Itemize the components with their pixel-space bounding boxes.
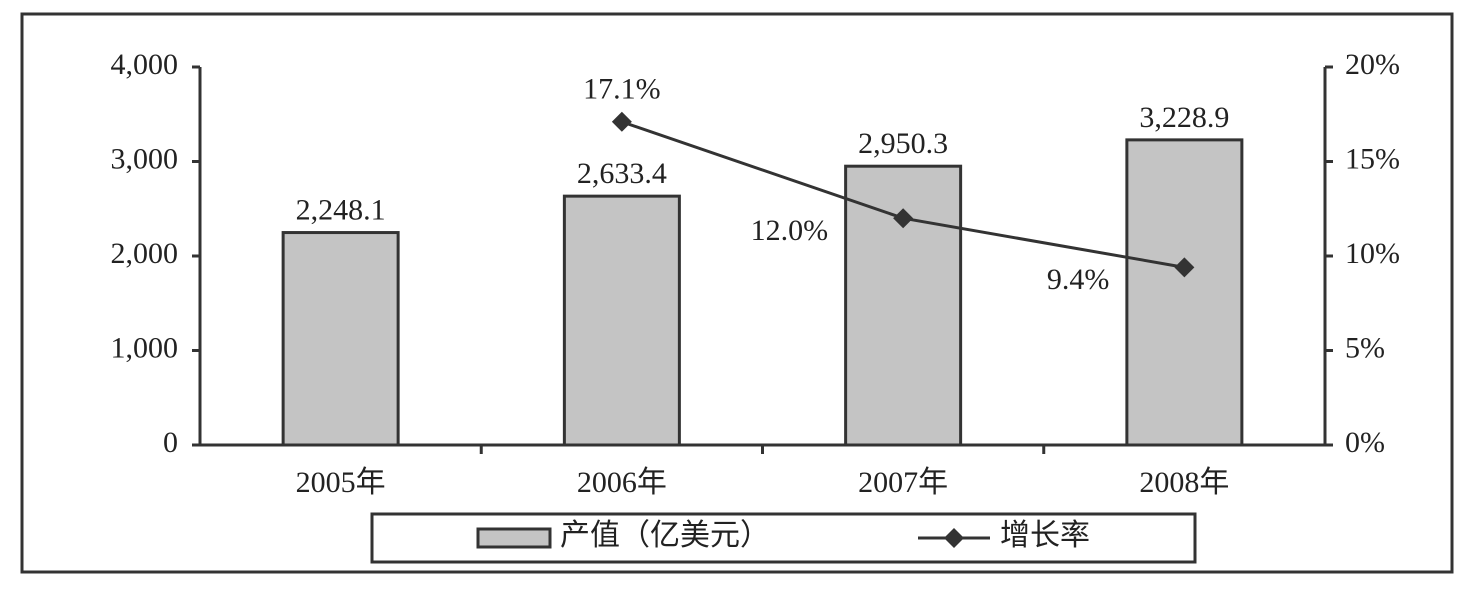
y-tick-label: 3,000 bbox=[111, 142, 179, 175]
x-tick-label: 2006年 bbox=[577, 466, 667, 499]
line-label: 9.4% bbox=[1047, 263, 1110, 296]
y2-tick-label: 15% bbox=[1345, 142, 1400, 175]
x-tick-label: 2008年 bbox=[1139, 466, 1229, 499]
x-tick-label: 2007年 bbox=[858, 466, 948, 499]
marker bbox=[893, 208, 914, 229]
y-tick-label: 0 bbox=[163, 426, 178, 459]
legend-marker bbox=[944, 528, 964, 548]
line-label: 12.0% bbox=[751, 214, 829, 247]
y-tick-label: 1,000 bbox=[111, 331, 179, 364]
y2-tick-label: 5% bbox=[1345, 331, 1385, 364]
legend-label: 产值（亿美元） bbox=[560, 519, 770, 552]
x-tick-label: 2005年 bbox=[296, 466, 386, 499]
y2-tick-label: 0% bbox=[1345, 426, 1385, 459]
bar bbox=[281, 231, 400, 447]
legend-box bbox=[370, 512, 1197, 564]
bar-label: 2,248.1 bbox=[296, 193, 386, 226]
bar-label: 2,950.3 bbox=[858, 127, 948, 160]
chart-frame bbox=[20, 12, 1454, 574]
legend-label: 增长率 bbox=[1000, 519, 1090, 552]
marker bbox=[1174, 257, 1195, 278]
y2-tick-label: 10% bbox=[1345, 237, 1400, 270]
line-label: 17.1% bbox=[583, 73, 661, 106]
bar-label: 2,633.4 bbox=[577, 157, 667, 190]
y2-tick-label: 20% bbox=[1345, 48, 1400, 81]
y-tick-label: 2,000 bbox=[111, 237, 179, 270]
legend-swatch bbox=[476, 527, 552, 549]
bar-label: 3,228.9 bbox=[1139, 101, 1229, 134]
bar bbox=[562, 194, 681, 447]
y-tick-label: 4,000 bbox=[111, 48, 179, 81]
bar bbox=[1125, 138, 1244, 447]
bar bbox=[844, 164, 963, 447]
marker bbox=[611, 111, 632, 132]
